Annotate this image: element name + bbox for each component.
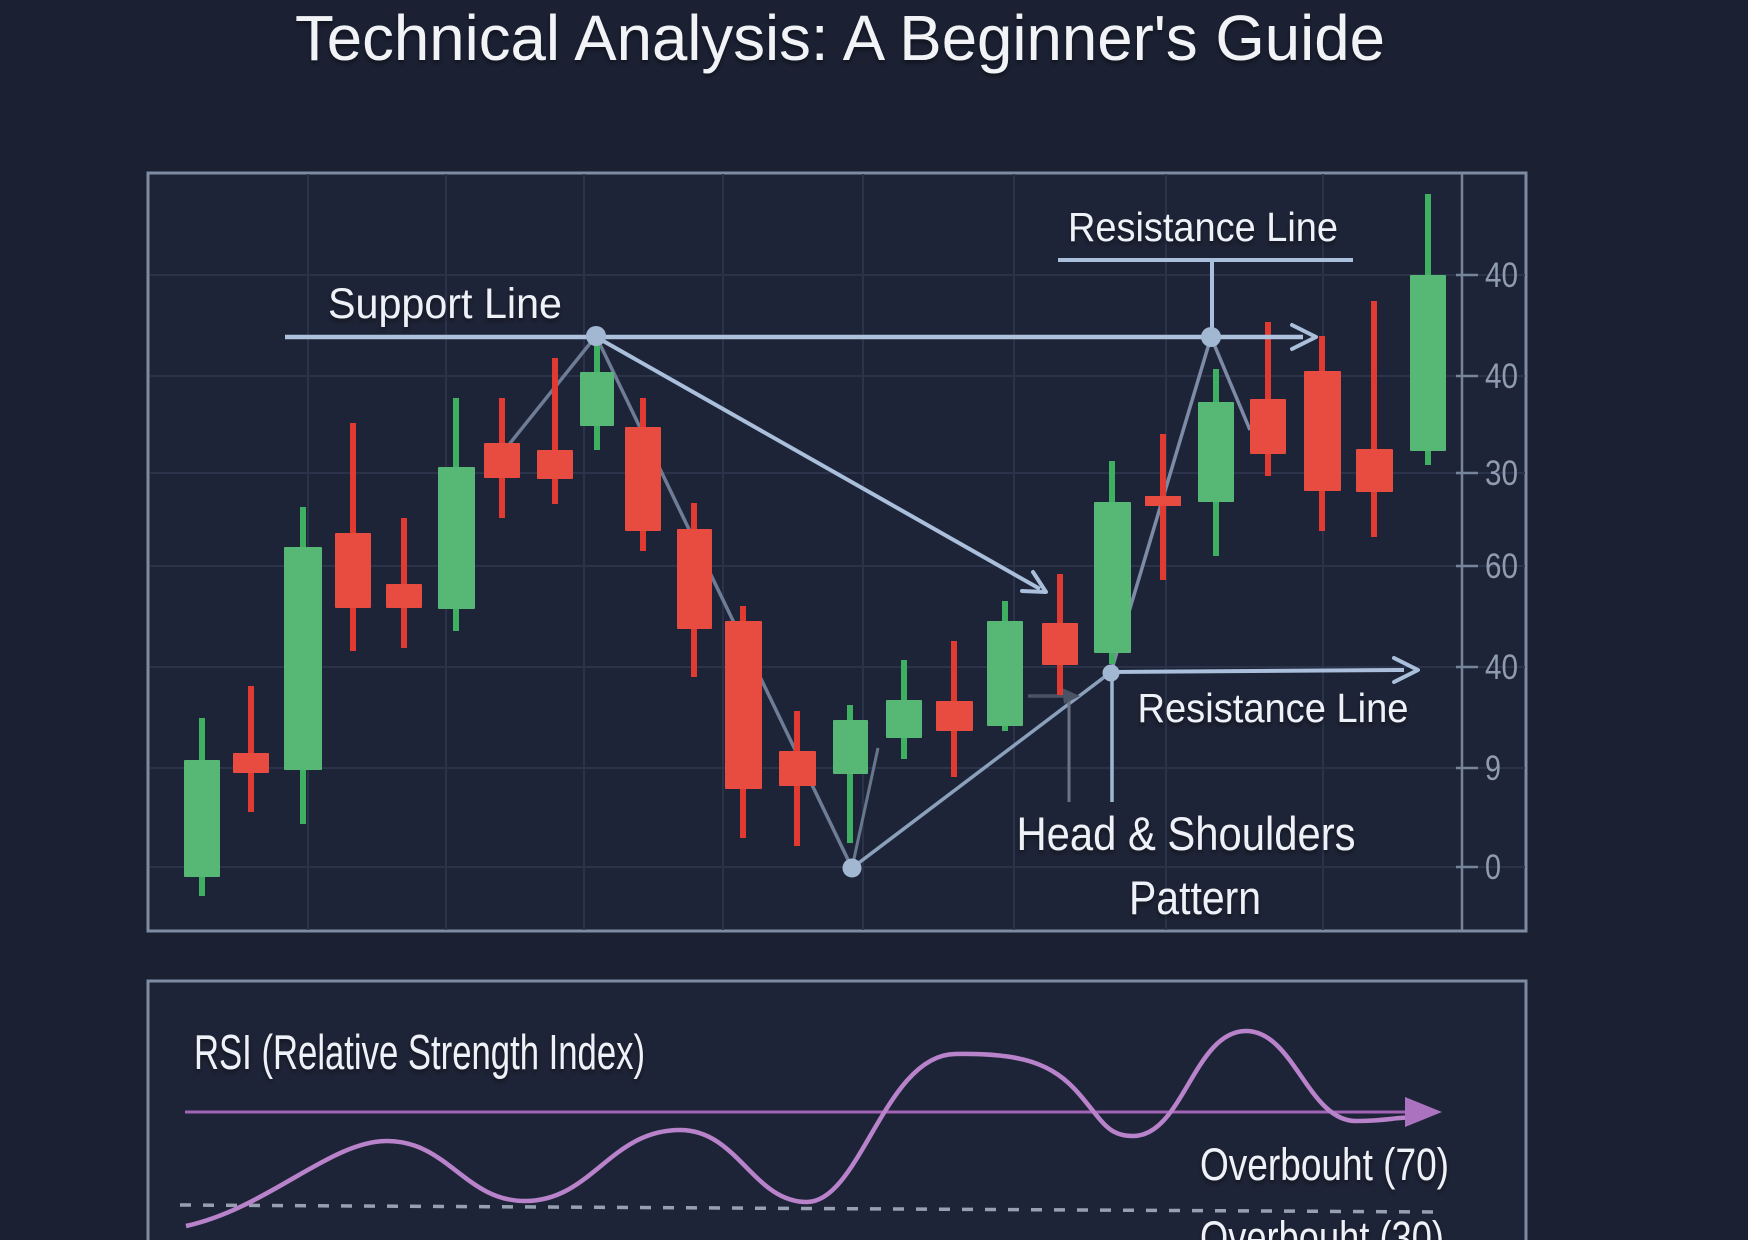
svg-text:30: 30 xyxy=(1485,454,1518,493)
svg-text:0: 0 xyxy=(1485,848,1501,887)
svg-text:Resistance Line: Resistance Line xyxy=(1068,204,1338,250)
svg-text:Technical Analysis: A Beginner: Technical Analysis: A Beginner's Guide xyxy=(295,2,1385,74)
svg-text:Head & Shoulders: Head & Shoulders xyxy=(1017,807,1356,860)
svg-text:Support Line: Support Line xyxy=(328,280,562,328)
svg-text:40: 40 xyxy=(1485,648,1518,687)
svg-text:Overbouht (70): Overbouht (70) xyxy=(1200,1139,1449,1190)
svg-text:Resistance Line: Resistance Line xyxy=(1138,685,1409,731)
svg-text:Pattern: Pattern xyxy=(1129,871,1261,924)
svg-text:40: 40 xyxy=(1485,256,1518,295)
svg-text:40: 40 xyxy=(1485,357,1518,396)
svg-text:RSI (Relative Strength Index): RSI (Relative Strength Index) xyxy=(194,1026,645,1080)
svg-text:Overbouht (30): Overbouht (30) xyxy=(1200,1212,1444,1240)
svg-text:60: 60 xyxy=(1485,547,1518,586)
svg-text:9: 9 xyxy=(1485,749,1501,788)
